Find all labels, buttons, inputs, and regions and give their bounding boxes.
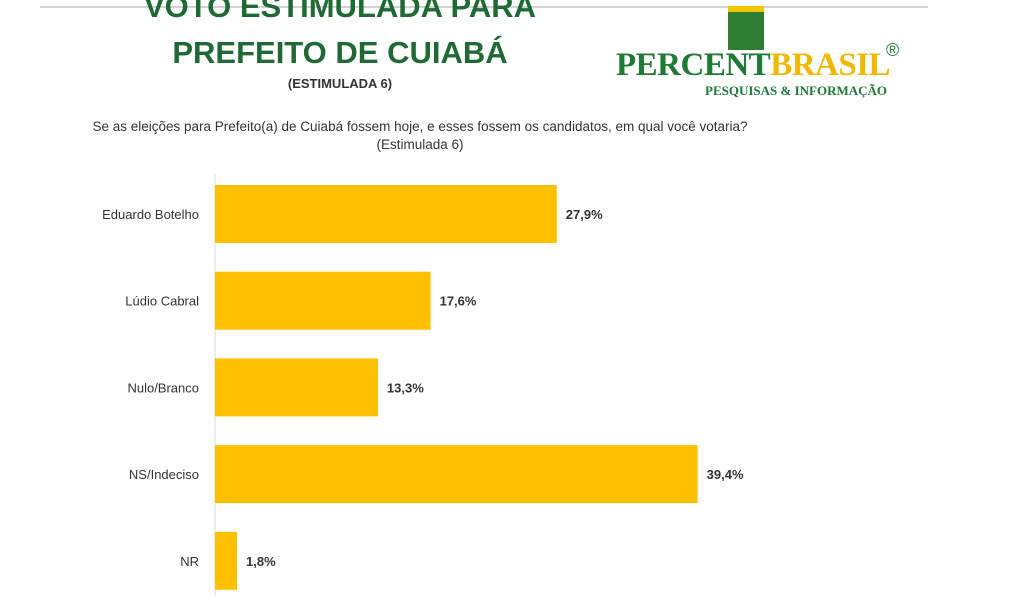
logo-wordmark: PERCENTBRASIL (616, 46, 891, 84)
bar-1 (215, 271, 431, 330)
logo-yellow-stripe (728, 6, 764, 12)
survey-question: Se as eleições para Prefeito(a) de Cuiab… (92, 119, 748, 152)
logo-word-brasil: BRASIL (770, 47, 891, 83)
bars-group: Eduardo Botelho 27,9% Lúdio Cabral 17,6% Nul… (102, 185, 744, 590)
registered-mark: ® (886, 40, 900, 60)
category-label-2: Nulo/Branco (127, 380, 199, 395)
value-label-2: 13,3% (387, 380, 424, 395)
category-label-0: Eduardo Botelho (102, 207, 199, 222)
logo-green-block (728, 12, 764, 50)
percentbrasil-logo: PERCENTBRASIL ® PESQUISAS & INFORMAÇÃO (612, 0, 912, 110)
category-label-3: NS/Indeciso (129, 467, 199, 482)
category-label-1: Lúdio Cabral (125, 294, 199, 309)
value-label-4: 1,8% (246, 554, 276, 569)
bar-4 (215, 531, 238, 590)
top-divider (40, 6, 928, 8)
logo-word-percent: PERCENT (616, 47, 771, 83)
value-label-0: 27,9% (566, 207, 603, 222)
chart-title-line-2: PREFEITO DE CUIABÁ (172, 35, 508, 70)
bar-0 (215, 185, 557, 243)
category-label-4: NR (180, 554, 199, 569)
chart-title-line-1: VOTO ESTIMULADA PARA (143, 0, 537, 24)
chart-subtitle: (ESTIMULADA 6) (287, 76, 393, 91)
bar-3 (215, 445, 698, 504)
value-label-1: 17,6% (440, 294, 477, 309)
logo-tagline: PESQUISAS & INFORMAÇÃO (705, 83, 888, 98)
bar-2 (215, 358, 378, 417)
value-label-3: 39,4% (707, 467, 744, 482)
